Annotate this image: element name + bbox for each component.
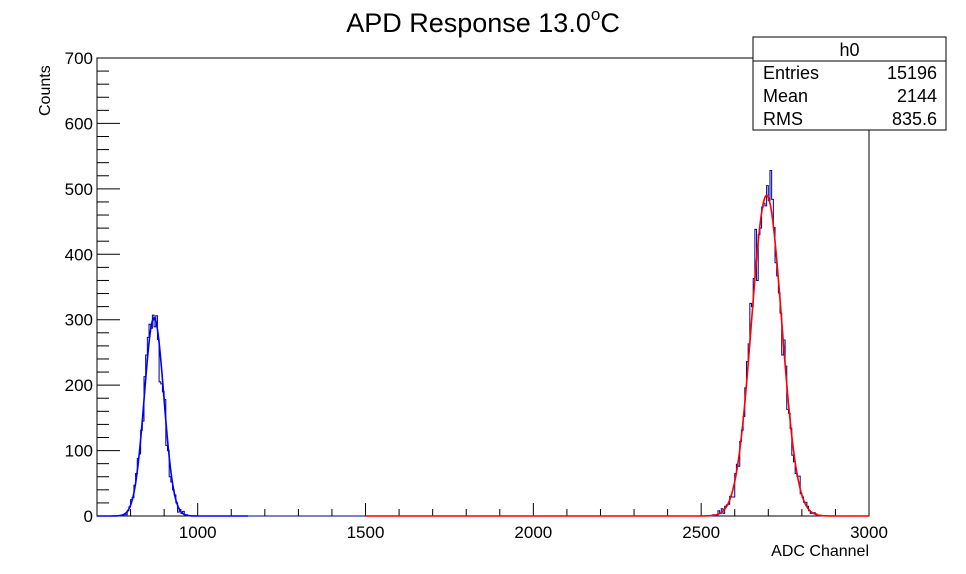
plot-area bbox=[97, 170, 869, 517]
chart-title-main: APD Response 13.0 bbox=[346, 8, 591, 38]
x-tick-label: 1000 bbox=[179, 523, 217, 542]
x-tick-label: 1500 bbox=[347, 523, 385, 542]
chart-title-superscript: o bbox=[591, 5, 600, 24]
x-tick-label: 3000 bbox=[850, 523, 888, 542]
stats-rms-value: 835.6 bbox=[892, 109, 937, 129]
y-tick-label: 500 bbox=[65, 180, 93, 199]
x-axis-label: ADC Channel bbox=[771, 543, 869, 560]
y-tick-label: 100 bbox=[65, 442, 93, 461]
fit-curves bbox=[97, 194, 869, 517]
y-tick-label: 200 bbox=[65, 376, 93, 395]
x-axis-ticks bbox=[96, 503, 870, 516]
stats-box: h0 Entries 15196 Mean 2144 RMS 835.6 bbox=[752, 36, 947, 131]
fit-curve-2 bbox=[365, 194, 869, 517]
y-tick-label: 300 bbox=[65, 311, 93, 330]
stats-box-frame bbox=[752, 36, 947, 131]
chart-title: APD Response 13.0oC bbox=[346, 5, 620, 38]
y-axis-tick-labels: 0 100 200 300 400 500 600 700 bbox=[65, 49, 93, 526]
stats-mean-value: 2144 bbox=[897, 86, 937, 106]
y-axis-label: Counts bbox=[37, 65, 54, 116]
y-tick-label: 0 bbox=[84, 507, 93, 526]
stats-entries-label: Entries bbox=[763, 63, 819, 83]
x-axis-tick-labels: 1000 1500 2000 2500 3000 bbox=[179, 523, 888, 542]
stats-box-title: h0 bbox=[839, 40, 859, 60]
stats-mean-label: Mean bbox=[763, 86, 808, 106]
histogram-series bbox=[97, 170, 869, 517]
stats-rms-label: RMS bbox=[763, 109, 803, 129]
y-tick-label: 700 bbox=[65, 49, 93, 68]
x-tick-label: 2000 bbox=[514, 523, 552, 542]
fit-curve-1 bbox=[97, 316, 249, 517]
x-tick-label: 2500 bbox=[682, 523, 720, 542]
stats-entries-value: 15196 bbox=[887, 63, 937, 83]
y-tick-label: 400 bbox=[65, 245, 93, 264]
y-tick-label: 600 bbox=[65, 114, 93, 133]
chart-title-unit: C bbox=[600, 8, 620, 38]
y-axis-ticks bbox=[97, 57, 120, 517]
